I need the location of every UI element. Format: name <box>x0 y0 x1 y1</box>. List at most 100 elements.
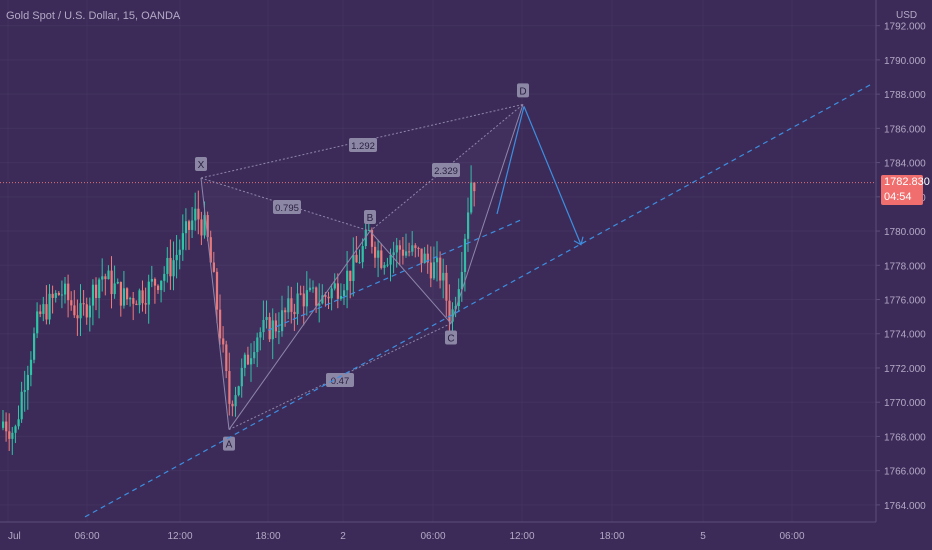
ratio-line <box>228 323 452 431</box>
candle-body <box>281 310 284 332</box>
candle-body <box>234 395 237 407</box>
price-axis-bg <box>876 0 932 550</box>
candle-body <box>73 305 76 316</box>
candle-body <box>327 296 330 299</box>
candle-body <box>228 371 231 404</box>
candle-body <box>470 182 473 213</box>
candle-body <box>212 262 215 272</box>
candle-body <box>166 257 169 274</box>
candle-body <box>392 252 395 256</box>
candle-body <box>45 304 48 320</box>
candle-body <box>119 281 122 306</box>
candle-body <box>265 317 268 320</box>
price-tick-label: 1764.000 <box>884 501 926 512</box>
ratio-label-text: 1.292 <box>351 141 375 152</box>
price-axis[interactable]: 1792.000 1790.000 1788.000 1786.000 1784.000… <box>875 0 932 550</box>
candle-body <box>23 390 26 392</box>
candle-body <box>26 374 29 391</box>
candle-body <box>163 273 166 281</box>
pattern-leg <box>228 230 371 430</box>
candle-body <box>8 431 11 439</box>
point-label-text: X <box>198 160 205 171</box>
candle-body <box>451 309 454 322</box>
price-tick-label: 1766.000 <box>884 467 926 478</box>
candle-body <box>457 289 460 307</box>
price-tick-label: 1776.000 <box>884 296 926 307</box>
candle-body <box>33 333 36 360</box>
candle-body <box>138 290 141 306</box>
candle-body <box>222 338 225 345</box>
candle-body <box>426 253 429 263</box>
candle-body <box>175 254 178 261</box>
candle-body <box>395 245 398 253</box>
trendline-upper <box>267 218 524 331</box>
candle-body <box>336 283 339 299</box>
time-tick-label: 06:00 <box>420 531 445 542</box>
candle-body <box>284 310 287 313</box>
ratio-label-box <box>273 200 301 214</box>
pattern-point-b: B <box>364 210 376 225</box>
point-label-box <box>223 436 235 451</box>
candle-body <box>178 249 181 255</box>
harmonic-pattern: X A B C D 1.292 0.795 2.329 0.47 <box>0 83 876 451</box>
candle-body <box>271 320 274 340</box>
candle-body <box>370 229 374 247</box>
time-tick-label: 06:00 <box>74 531 99 542</box>
time-tick-label: 5 <box>700 531 706 542</box>
time-tick-label: 06:00 <box>779 531 804 542</box>
ratio-label: 0.47 <box>326 373 354 387</box>
projection-up-leg <box>496 106 525 215</box>
candle-body <box>436 257 439 263</box>
candle-body <box>287 298 290 313</box>
candle-body <box>374 246 377 258</box>
ratio-label-box <box>326 373 354 387</box>
point-label-box <box>195 156 207 171</box>
projection-lines <box>84 83 873 518</box>
bcd-triangle <box>370 104 523 324</box>
pattern-point-c: C <box>445 330 457 345</box>
candle-body <box>42 304 45 314</box>
candle-body <box>197 208 200 220</box>
candle-body <box>467 212 470 239</box>
candle-body <box>237 386 240 396</box>
point-label-box <box>445 330 457 345</box>
candle-body <box>324 295 327 297</box>
candle-body <box>293 311 296 315</box>
candle-body <box>76 315 79 319</box>
candle-body <box>153 279 157 286</box>
ratio-label: 0.795 <box>273 200 301 214</box>
candle-body <box>414 245 417 249</box>
candle-body <box>367 229 370 231</box>
candle-body <box>463 238 467 273</box>
candle-body <box>101 276 104 280</box>
candle-body <box>209 237 212 263</box>
candle-body <box>91 284 95 306</box>
time-axis-bg <box>0 522 932 550</box>
candle-body <box>88 305 91 318</box>
candle-body <box>225 344 228 372</box>
ratio-label: 2.329 <box>432 163 460 177</box>
candle-body <box>318 303 321 306</box>
candle-body <box>126 288 129 300</box>
candle-body <box>206 215 209 238</box>
candle-body <box>302 293 305 307</box>
candle-body <box>296 293 299 315</box>
candle-body <box>172 260 175 277</box>
pattern-point-a: A <box>223 436 235 451</box>
candle-body <box>104 276 107 280</box>
candle-body <box>439 257 442 281</box>
candle-body <box>39 311 42 314</box>
candle-body <box>246 354 250 365</box>
candle-body <box>98 279 101 299</box>
time-tick-label: 12:00 <box>167 531 192 542</box>
price-tick-label: 1790.000 <box>884 56 926 67</box>
price-tick-label: 1772.000 <box>884 364 926 375</box>
candle-body <box>401 249 405 256</box>
time-tick-label: 2 <box>340 531 346 542</box>
time-axis[interactable]: Jul 06:00 12:00 18:00 2 06:00 12:00 18:00 5 06:00 <box>0 521 932 550</box>
candle-body <box>147 281 150 305</box>
candle-body <box>299 293 302 295</box>
xab-triangle <box>201 177 370 430</box>
